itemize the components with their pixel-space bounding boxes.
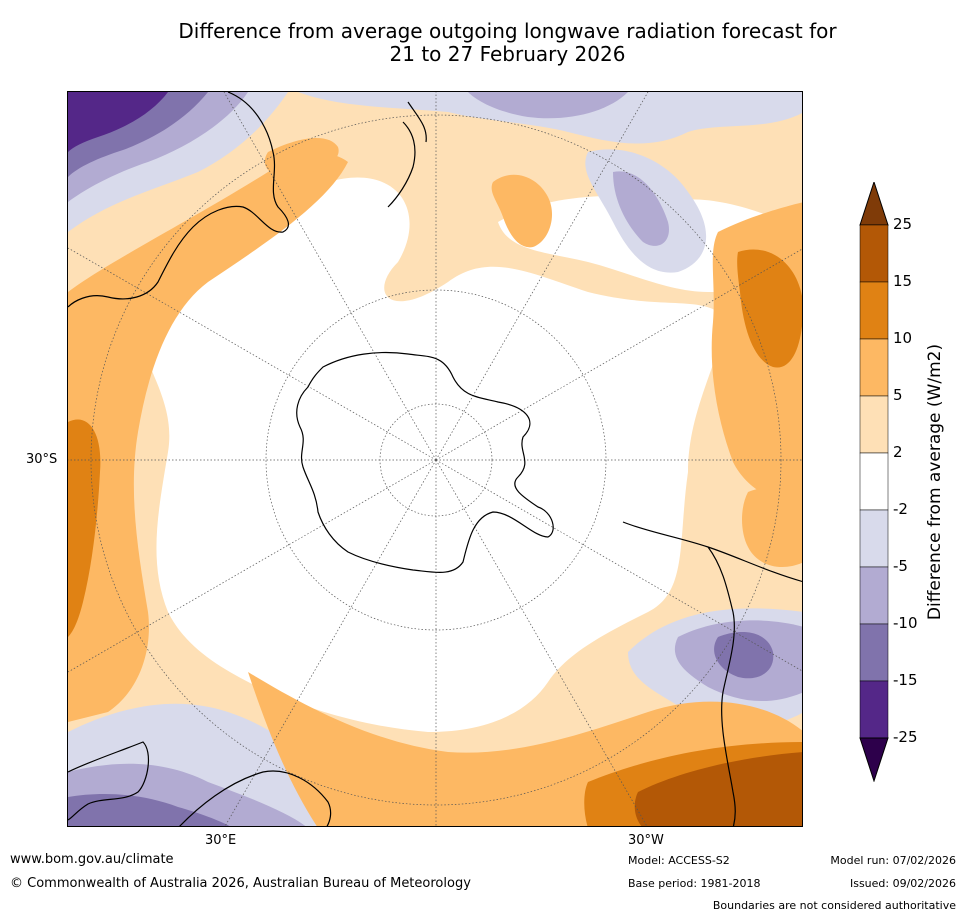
model-text: Model: ACCESS-S2: [628, 854, 730, 867]
south-america-outline: [622, 521, 802, 826]
meridian-30e: [224, 459, 437, 826]
antarctica-outline: [296, 351, 554, 573]
graticule: [68, 92, 802, 826]
colorbar-extend-bottom: [859, 737, 889, 782]
negative-anomaly-north-strong: [468, 92, 628, 119]
issued-text: Issued: 09/02/2026: [849, 877, 956, 890]
meridian-120e: [68, 247, 437, 461]
colorbar-bin-neutral: [859, 452, 889, 511]
map-panel: [67, 91, 803, 827]
colorbar-tick-10: 10: [893, 329, 913, 347]
latitude-label-30s: 30°S: [26, 452, 58, 467]
negative-anomaly-northeast-strong: [613, 171, 669, 246]
meridian-150w: [435, 92, 649, 461]
meridian-150e: [223, 92, 437, 461]
meridian-60e: [68, 459, 437, 673]
colorbar-tick-neg5: -5: [893, 557, 908, 575]
colorbar-title-text: Difference from average (W/m2): [925, 343, 945, 621]
colorbar-bin-15-25: [859, 224, 889, 283]
colorbar-tick-5: 5: [893, 386, 903, 404]
colorbar-tick-neg25: -25: [893, 728, 918, 746]
meridian-120w: [435, 248, 802, 461]
negative-anomaly-southwest-core: [68, 794, 230, 826]
colorbar: [859, 182, 889, 782]
australia-outline: [68, 92, 290, 308]
longitude-label-30e: 30°E: [205, 833, 237, 848]
colorbar-tick-15: 15: [893, 272, 913, 290]
base-period-text: Base period: 1981-2018: [628, 877, 761, 890]
colorbar-bin-neg5-neg10: [859, 566, 889, 625]
disclaimer-text: Boundaries are not considered authoritat…: [712, 899, 956, 912]
positive-anomaly-east-south: [742, 485, 802, 567]
copyright-text: © Commonwealth of Australia 2026, Austra…: [10, 876, 471, 891]
africa-outline: [68, 741, 332, 826]
colorbar-bin-5-10: [859, 338, 889, 397]
website-link[interactable]: www.bom.gov.au/climate: [10, 852, 174, 867]
colorbar-bin-neg10-neg15: [859, 623, 889, 682]
title-line-1: Difference from average outgoing longwav…: [178, 19, 837, 43]
positive-anomaly-west-core: [68, 419, 101, 637]
meridian-30w: [435, 459, 648, 826]
chart-title: Difference from average outgoing longwav…: [60, 20, 955, 66]
colorbar-tick-neg15: -15: [893, 671, 918, 689]
colorbar-bin-neg2-neg5: [859, 509, 889, 568]
colorbar-bin-neg15-neg25: [859, 680, 889, 739]
neutral-region: [136, 177, 729, 733]
colorbar-extend-top: [859, 182, 889, 226]
colorbar-bin-10-15: [859, 281, 889, 340]
anomaly-map: [68, 92, 802, 826]
latitude-circle-30s: [90, 114, 782, 806]
negative-anomaly-northwest-core: [68, 92, 168, 152]
colorbar-tick-25: 25: [893, 215, 913, 233]
colorbar-tick-2: 2: [893, 443, 903, 461]
colorbar-bin-2-5: [859, 395, 889, 454]
longitude-label-30w: 30°W: [628, 833, 664, 848]
model-run-text: Model run: 07/02/2026: [830, 854, 956, 867]
positive-anomaly-pacific: [491, 174, 553, 248]
meridian-60w: [435, 459, 802, 672]
positive-anomaly-northwest-blob: [264, 137, 339, 178]
positive-anomaly-south-core: [634, 752, 802, 826]
positive-anomaly-east-core: [737, 249, 802, 368]
positive-anomaly-west-band: [68, 153, 348, 723]
new-zealand-outline: [387, 101, 427, 208]
title-line-2: 21 to 27 February 2026: [389, 42, 626, 66]
colorbar-tick-neg2: -2: [893, 500, 908, 518]
colorbar-tick-neg10: -10: [893, 614, 918, 632]
latitude-circle-60s: [265, 289, 607, 631]
